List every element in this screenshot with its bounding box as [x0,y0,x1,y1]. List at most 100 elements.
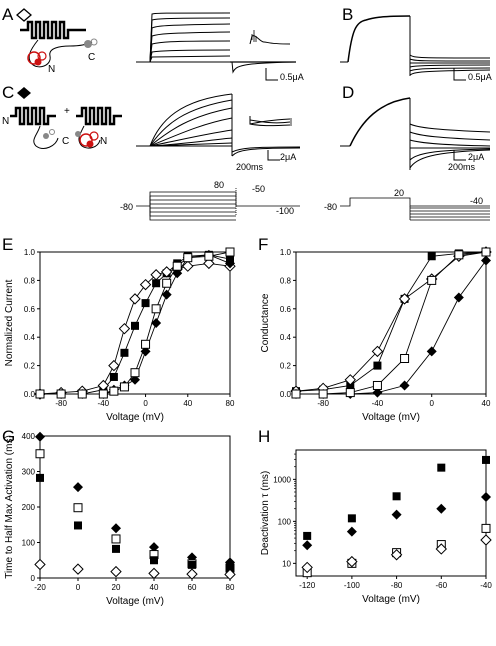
data-point-filled-square [120,348,129,357]
fit-curve [296,260,487,395]
panel-label-f: F [258,235,268,254]
data-point-filled-diamond [481,492,491,503]
x-tick-label: 0 [76,583,81,592]
y-tick-label: 400 [22,432,36,441]
y-tick-label: 0 [31,574,36,583]
x-tick-label: 40 [482,399,491,408]
data-point-open-square [454,250,464,260]
data-point-open-diamond [371,345,384,358]
y-tick-label: 1000 [273,475,291,484]
data-point-open-square [183,253,193,263]
y-tick-label: 0.8 [24,276,36,285]
data-point-open-diamond [398,293,411,305]
data-point-open-diamond [160,266,173,278]
data-point-open-square [77,389,87,399]
data-point-filled-square [347,514,356,523]
data-point-open-square [172,261,182,271]
data-point-filled-diamond [73,482,83,493]
data-point-open-square [345,388,355,398]
data-point-open-diamond [186,568,198,580]
data-point-open-diamond [182,260,194,272]
data-point-filled-square [392,492,401,501]
data-point-open-diamond [390,549,403,561]
plus-sign: + [64,106,70,117]
n-terminus-label: N [100,136,107,147]
c-terminus-label: C [88,52,95,63]
channel-schematic-c: N C + N [2,106,122,149]
y-tick-label: 0.4 [24,333,36,342]
data-point-filled-square [141,299,150,308]
y-tick-label: 200 [22,503,36,512]
y-tick-label: 0.0 [280,390,292,399]
protocol-left-hold: -80 [120,202,133,212]
domain-icon [27,51,41,65]
fit-curve [296,251,487,395]
data-point-filled-diamond [140,346,151,357]
x-tick-label: -40 [372,399,384,408]
data-point-filled-square [427,252,436,261]
x-tick-label: -100 [344,581,361,590]
data-point-filled-diamond [130,374,140,385]
data-point-open-square [481,523,491,533]
domain-icon [34,58,42,66]
protocol-right-tail: -40 [470,196,483,206]
y-tick-label: 0.8 [280,276,292,285]
data-point-filled-square [152,279,161,288]
y-tick-label: 0.6 [280,305,292,314]
scalebar-c-current-label: 2μA [280,152,296,162]
data-point-filled-diamond [35,431,45,442]
protocol-left-tail2: -100 [276,206,294,216]
data-point-open-square [481,247,491,257]
data-point-open-square [141,339,151,349]
voltage-protocol-left: -80 80 -50 -100 [120,180,300,221]
x-tick-label: -60 [436,581,448,590]
scalebar-d: 2μA 200ms [448,150,484,172]
x-axis-label: Voltage (mV) [106,596,164,607]
data-point-filled-square [131,321,139,330]
y-axis-label: Time to Half Max Activation (ms) [4,435,15,579]
panel-label-c: C [2,83,14,102]
data-point-filled-diamond [111,523,121,534]
data-point-filled-diamond [151,318,162,328]
data-point-filled-diamond [426,346,437,357]
open-diamond-marker [16,8,32,22]
x-axis-label: Voltage (mV) [362,594,420,605]
y-tick-label: 0.2 [24,362,36,371]
x-tick-label: 80 [226,583,235,592]
y-axis-label: Normalized Current [4,279,15,366]
panel-label-b: B [342,5,353,24]
y-tick-label: 0.2 [280,362,292,371]
data-point-open-diamond [480,534,492,546]
plot-frame [295,449,487,577]
scalebar-b: 0.5μA [453,68,492,82]
data-point-open-diamond [108,359,120,372]
data-point-filled-square [109,372,118,381]
x-tick-label: 20 [112,583,121,592]
x-tick-label: -80 [391,581,403,590]
current-traces-d [340,97,491,170]
y-tick-label: 100 [278,517,292,526]
plot-frame [39,251,231,395]
scalebar-b-current-label: 0.5μA [468,72,492,82]
data-point-filled-diamond [391,509,402,520]
x-tick-label: -40 [480,581,492,590]
data-point-open-square [372,380,382,390]
chart-f: -80 -40 0 40 0.0 0.2 0.4 0.6 0.8 1.0 Voltage (mV) C… [260,246,492,423]
y-tick-label: 0.0 [24,390,36,399]
data-point-open-diamond [435,543,448,555]
data-point-filled-diamond [172,268,183,279]
data-point-open-diamond [148,567,160,580]
data-point-open-square [291,389,301,399]
channel-schematic-a: N C [20,20,98,75]
y-tick-label: 0.6 [24,305,36,314]
data-point-open-square [225,247,235,257]
y-tick-label: 300 [22,468,36,477]
data-point-open-square [204,251,214,261]
current-traces-c [136,93,301,157]
x-tick-label: -120 [299,581,316,590]
data-point-open-square [35,449,45,459]
data-point-open-square [111,534,121,544]
voltage-protocol-right: -80 20 -40 [324,188,490,221]
plot-frame [295,251,487,395]
